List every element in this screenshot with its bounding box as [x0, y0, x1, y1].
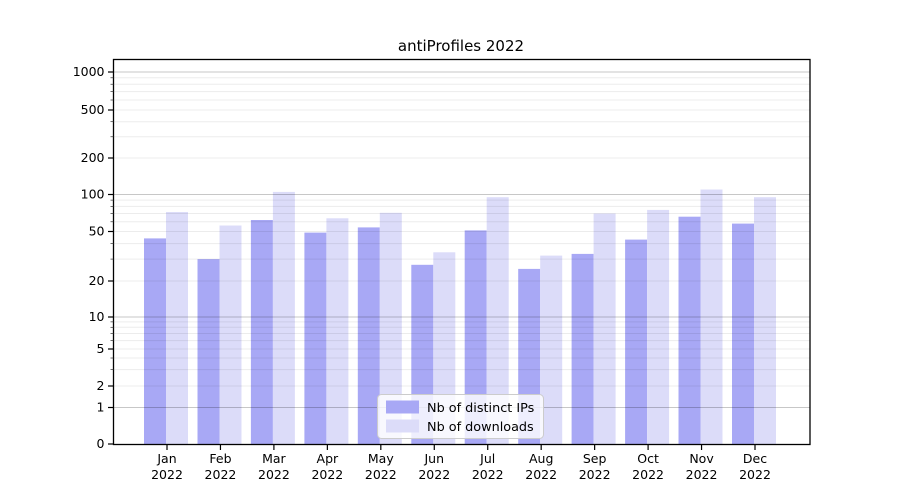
bar-downloads-oct — [647, 209, 670, 444]
x-tick-label-month: Mar — [262, 451, 286, 466]
gridlines — [113, 71, 810, 409]
bar-downloads-aug — [540, 255, 563, 444]
x-tick-label-month: Jun — [424, 451, 445, 466]
x-tick-label-year: 2022 — [472, 467, 504, 482]
bar-downloads-mar — [272, 191, 295, 444]
y-tick-label: 200 — [81, 150, 105, 165]
bar-distinct-ips-feb — [197, 259, 220, 444]
y-tick-label: 1 — [97, 400, 105, 415]
x-tick-label-year: 2022 — [686, 467, 718, 482]
bar-distinct-ips-oct — [625, 239, 648, 444]
bar-downloads-apr — [326, 218, 349, 444]
bar-distinct-ips-jul — [464, 230, 487, 444]
y-tick-label: 2 — [97, 378, 105, 393]
bar-downloads-nov — [700, 189, 723, 444]
x-tick-label-month: Aug — [529, 451, 553, 466]
legend-label-distinct-ips: Nb of distinct IPs — [427, 401, 535, 416]
x-tick-label-month: Nov — [689, 451, 714, 466]
legend-label-downloads: Nb of downloads — [427, 420, 534, 435]
x-tick-label-month: Dec — [743, 451, 767, 466]
x-tick-label-year: 2022 — [151, 467, 183, 482]
y-tick-label: 100 — [81, 187, 105, 202]
y-tick-label: 1000 — [73, 64, 105, 79]
x-tick-label-month: Jul — [479, 451, 495, 466]
bar-distinct-ips-dec — [732, 223, 754, 444]
y-tick-label: 20 — [89, 273, 105, 288]
axis-labels: 01251020501002005001000Jan2022Feb2022Mar… — [73, 64, 771, 482]
chart-title: antiProfiles 2022 — [398, 37, 524, 55]
bar-distinct-ips-jan — [144, 238, 166, 444]
x-tick-label-year: 2022 — [311, 467, 343, 482]
y-tick-label: 0 — [97, 436, 105, 451]
bar-distinct-ips-may — [357, 227, 380, 444]
y-tick-label: 5 — [97, 341, 105, 356]
x-tick-label-year: 2022 — [205, 467, 237, 482]
y-tick-label: 500 — [81, 102, 105, 117]
x-tick-label-year: 2022 — [258, 467, 290, 482]
axis-ticks — [108, 71, 756, 450]
x-tick-label-year: 2022 — [739, 467, 771, 482]
x-tick-label-month: Jan — [156, 451, 176, 466]
x-tick-label-year: 2022 — [418, 467, 450, 482]
bar-downloads-feb — [219, 225, 242, 444]
legend-swatch-downloads — [386, 419, 419, 433]
bar-distinct-ips-sep — [571, 253, 594, 444]
legend-swatch-distinct-ips — [386, 400, 419, 414]
x-tick-label-year: 2022 — [632, 467, 664, 482]
x-tick-label-month: Apr — [317, 451, 339, 466]
legend: Nb of distinct IPs Nb of downloads — [377, 394, 544, 439]
bar-distinct-ips-nov — [678, 216, 701, 444]
bar-downloads-dec — [754, 197, 776, 444]
bar-distinct-ips-apr — [304, 232, 327, 444]
x-tick-label-year: 2022 — [365, 467, 397, 482]
bar-downloads-jul — [486, 197, 509, 444]
x-tick-label-month: Feb — [209, 451, 231, 466]
bar-distinct-ips-mar — [250, 220, 273, 444]
y-tick-label: 10 — [89, 309, 105, 324]
y-tick-label: 50 — [89, 224, 105, 239]
x-tick-label-month: Sep — [583, 451, 607, 466]
plot-frame — [112, 58, 811, 446]
x-tick-label-month: May — [368, 451, 394, 466]
x-tick-label-month: Oct — [637, 451, 659, 466]
x-tick-label-year: 2022 — [579, 467, 611, 482]
bar-downloads-jan — [166, 212, 188, 444]
bar-downloads-may — [379, 212, 402, 444]
bar-downloads-sep — [593, 213, 616, 444]
x-tick-label-year: 2022 — [525, 467, 557, 482]
